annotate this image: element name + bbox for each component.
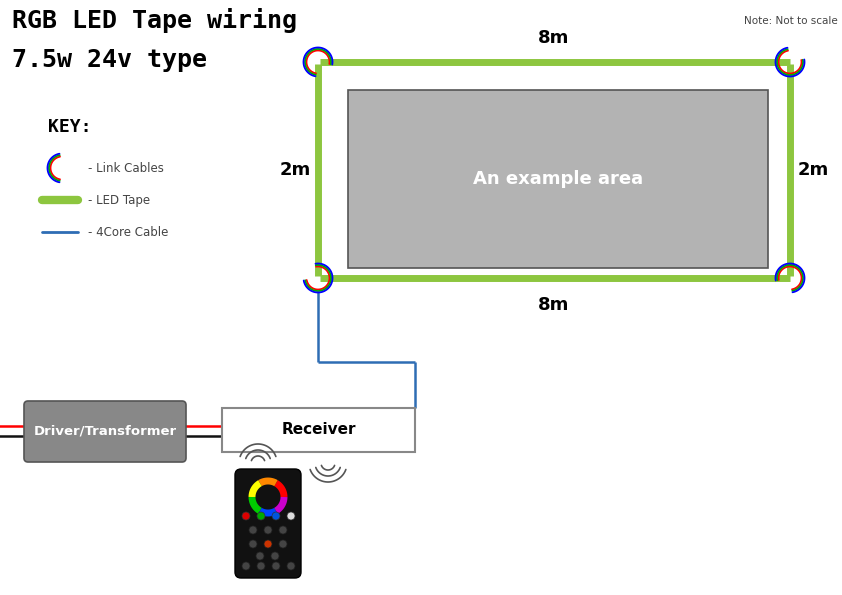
Text: RGB LED Tape wiring: RGB LED Tape wiring xyxy=(12,8,297,33)
Text: Driver/Transformer: Driver/Transformer xyxy=(34,425,177,438)
Text: KEY:: KEY: xyxy=(48,118,92,136)
Circle shape xyxy=(264,540,272,548)
FancyBboxPatch shape xyxy=(235,469,301,578)
Text: - Link Cables: - Link Cables xyxy=(88,161,164,174)
Circle shape xyxy=(279,526,287,534)
Text: 8m: 8m xyxy=(538,29,570,47)
Bar xyxy=(222,408,415,452)
Circle shape xyxy=(257,562,265,570)
Circle shape xyxy=(257,512,265,520)
Circle shape xyxy=(242,562,250,570)
FancyBboxPatch shape xyxy=(24,401,186,462)
Bar xyxy=(348,90,768,268)
Circle shape xyxy=(287,512,295,520)
Circle shape xyxy=(272,512,280,520)
Circle shape xyxy=(249,526,257,534)
Circle shape xyxy=(272,562,280,570)
Circle shape xyxy=(287,562,295,570)
Circle shape xyxy=(249,540,257,548)
Text: - 4Core Cable: - 4Core Cable xyxy=(88,226,168,239)
Circle shape xyxy=(271,552,279,560)
Text: - LED Tape: - LED Tape xyxy=(88,193,150,206)
Text: 2m: 2m xyxy=(280,161,311,179)
Text: Note: Not to scale: Note: Not to scale xyxy=(744,16,838,26)
Text: 8m: 8m xyxy=(538,296,570,314)
Circle shape xyxy=(279,540,287,548)
Circle shape xyxy=(258,487,278,507)
Text: Receiver: Receiver xyxy=(281,422,356,437)
Circle shape xyxy=(264,526,272,534)
Text: 7.5w 24v type: 7.5w 24v type xyxy=(12,48,207,72)
Text: 2m: 2m xyxy=(797,161,829,179)
Text: An example area: An example area xyxy=(473,170,643,188)
Circle shape xyxy=(242,512,250,520)
Circle shape xyxy=(256,552,264,560)
